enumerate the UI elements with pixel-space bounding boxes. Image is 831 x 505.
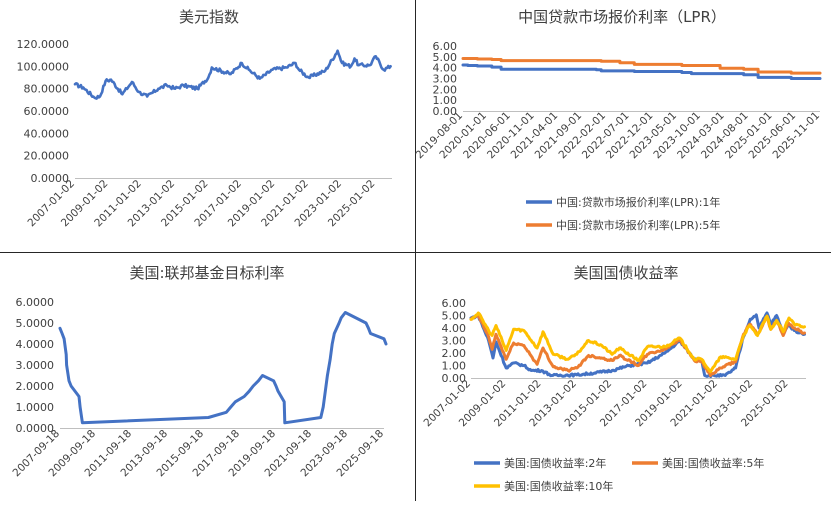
fed-funds-y-tick-label: 6.0000 [16, 296, 55, 309]
china-lpr-y-tick-label: 5.00 [433, 51, 458, 64]
us-treasury-y-tick-label: 4.00 [442, 322, 467, 335]
us-treasury-y-tick-label: 6.00 [442, 297, 467, 310]
china-lpr-y-tick-label: 2.00 [433, 83, 458, 96]
china-lpr-legend-label: 中国:贷款市场报价利率(LPR):1年 [556, 195, 720, 209]
us-treasury-legend-label: 美国:国债收益率:5年 [662, 456, 764, 470]
fed-funds-y-tick-label: 0.0000 [16, 422, 55, 435]
us-treasury-title: 美国国债收益率 [573, 264, 678, 282]
dollar-index-series-line-1 [73, 49, 392, 100]
dollar-index-y-tick-label: 60.0000 [24, 105, 70, 118]
fed-funds-y-tick-label: 4.0000 [16, 338, 55, 351]
us-treasury-y-tick-label: 0.00 [442, 372, 467, 385]
us-treasury-y-tick-label: 3.00 [442, 335, 467, 348]
fed-funds-y-tick-label: 1.0000 [16, 401, 55, 414]
china-lpr-series-line-2 [461, 57, 822, 75]
dollar-index-title: 美元指数 [179, 8, 239, 26]
fed-funds-series-line-1 [58, 311, 388, 425]
china-lpr-chart: 中国贷款市场报价利率（LPR） 6.005.004.003.002.001.000… [413, 8, 822, 232]
china-lpr-legend-label: 中国:贷款市场报价利率(LPR):5年 [556, 218, 720, 232]
us-treasury-series-line-3 [469, 311, 806, 374]
us-treasury-y-tick-label: 5.00 [442, 310, 467, 323]
us-treasury-y-tick-label: 1.00 [442, 360, 467, 373]
china-lpr-y-tick-label: 1.00 [433, 94, 458, 107]
china-lpr-y-tick-label: 3.00 [433, 73, 458, 86]
dollar-index-chart: 美元指数 120.0000 100.0000 80.0000 60.0000 40.000… [17, 8, 392, 229]
fed-funds-chart: 美国:联邦基金目标利率 6.0000 5.0000 4.0000 3.0000 2.000… [10, 264, 388, 479]
us-treasury-chart: 美国国债收益率6.005.004.003.002.001.000.002007-… [421, 264, 806, 493]
dollar-index-y-tick-label: 20.0000 [24, 150, 70, 163]
us-treasury-y-tick-label: 2.00 [442, 347, 467, 360]
dollar-index-y-tick-label: 80.0000 [24, 83, 70, 96]
china-lpr-title: 中国贷款市场报价利率（LPR） [518, 8, 726, 26]
china-lpr-y-tick-label: 6.00 [433, 40, 458, 53]
china-lpr-y-tick-label: 0.00 [433, 105, 458, 118]
us-treasury-legend-label: 美国:国债收益率:2年 [504, 456, 606, 470]
dollar-index-y-tick-label: 0.0000 [31, 172, 70, 185]
us-treasury-legend-label: 美国:国债收益率:10年 [504, 479, 613, 493]
fed-funds-title: 美国:联邦基金目标利率 [129, 264, 284, 282]
china-lpr-series-line-1 [461, 63, 822, 80]
dollar-index-y-tick-label: 40.0000 [24, 127, 70, 140]
dollar-index-y-tick-label: 120.0000 [17, 38, 70, 51]
fed-funds-y-tick-label: 3.0000 [16, 359, 55, 372]
china-lpr-y-tick-label: 4.00 [433, 62, 458, 75]
fed-funds-y-tick-label: 5.0000 [16, 317, 55, 330]
dollar-index-y-tick-label: 100.0000 [17, 60, 70, 73]
fed-funds-y-tick-label: 2.0000 [16, 380, 55, 393]
